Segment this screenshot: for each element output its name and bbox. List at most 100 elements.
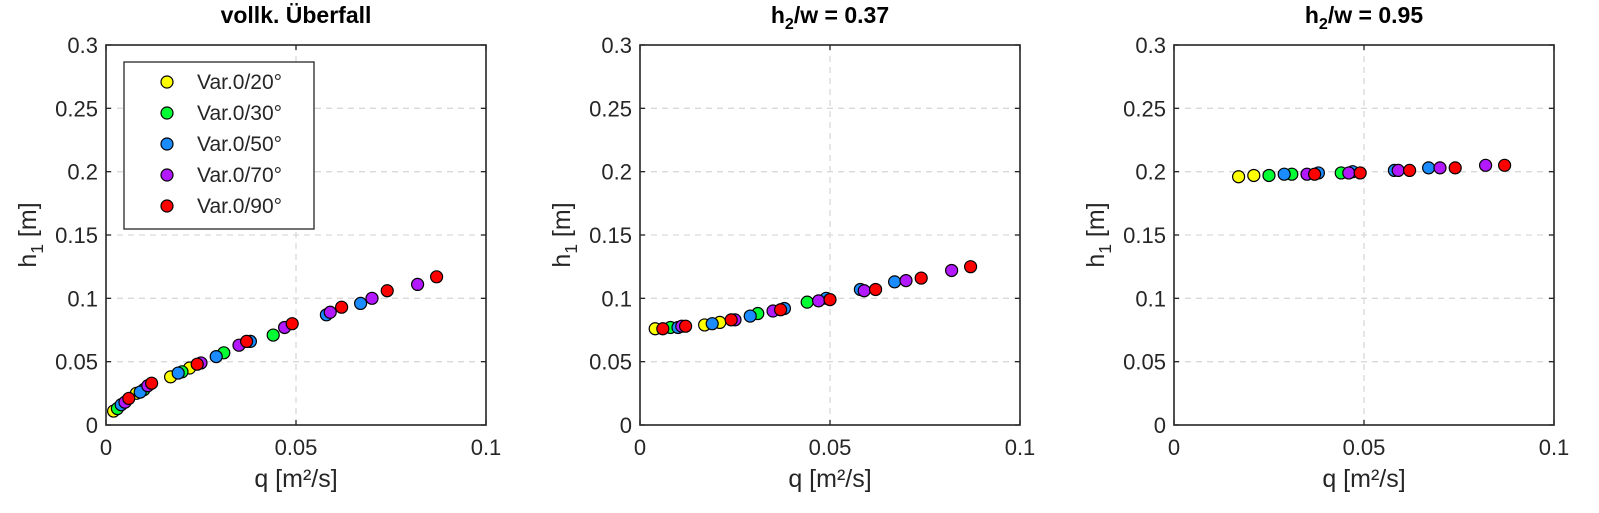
y-tick-label: 0.1	[67, 286, 98, 311]
x-tick-label: 0.05	[1343, 435, 1386, 460]
data-point	[1497, 158, 1512, 172]
data-point	[285, 317, 299, 331]
data-point	[1307, 167, 1322, 181]
y-tick-label: 0.2	[601, 160, 632, 185]
y-tick-label: 0	[620, 413, 632, 438]
legend-label: Var.0/20°	[197, 71, 282, 94]
y-tick-label: 0.1	[601, 286, 632, 311]
data-point	[266, 328, 280, 342]
x-tick-label: 0	[634, 435, 646, 460]
x-axis-label: q [m²/s]	[254, 465, 337, 493]
data-point	[1247, 168, 1261, 183]
data-point	[678, 319, 693, 333]
data-point	[868, 282, 883, 297]
data-point	[122, 391, 136, 405]
series-3	[114, 296, 368, 412]
series-1	[1231, 168, 1261, 184]
y-tick-label: 0.15	[1123, 223, 1166, 248]
legend-box	[123, 61, 315, 230]
data-point	[1421, 161, 1436, 175]
y-tick-label: 0.25	[55, 96, 98, 121]
series-5	[1307, 158, 1512, 181]
data-point	[430, 270, 444, 284]
y-tick-label: 0.15	[55, 223, 98, 248]
x-axis-label: q [m²/s]	[788, 465, 871, 493]
data-point	[773, 303, 788, 317]
chart-title: vollk. Überfall	[221, 2, 372, 28]
x-tick-label: 0	[1168, 435, 1180, 460]
y-tick-label: 0.25	[1123, 96, 1166, 121]
x-axis-label: q [m²/s]	[1322, 465, 1405, 493]
data-point	[323, 305, 337, 319]
series-5	[656, 260, 978, 336]
data-point	[743, 309, 757, 323]
data-point	[335, 300, 349, 314]
y-tick-label: 0	[86, 413, 98, 438]
data-point	[411, 277, 425, 291]
data-point	[1448, 161, 1462, 175]
legend-label: Var.0/50°	[197, 133, 282, 156]
data-point	[1277, 167, 1291, 181]
chart-panel-3: 0 0.05 0.1 0 0.05 0.1 0.15 0.2 0.25 0.3 q [m²/s] h1…	[1082, 2, 1569, 493]
chart-panel-2: 0 0.05 0.1 0 0.05 0.1 0.15 0.2 0.25 0.3 q [m²/s] h1…	[548, 2, 1035, 493]
data-point	[887, 275, 902, 289]
data-point	[240, 334, 254, 348]
x-tick-label: 0.1	[471, 435, 502, 460]
y-tick-label: 0.3	[601, 33, 632, 58]
y-tick-label: 0.05	[55, 350, 98, 375]
chart-title: h2​/w = 0.95	[1305, 2, 1423, 33]
chart-panel-1: 0 0.05 0.1 0 0.05 0.1 0.15 0.2 0.25 0.3 q [m²/s] h1…	[14, 2, 501, 493]
data-point	[823, 293, 837, 307]
y-tick-label: 0.05	[589, 350, 632, 375]
data-point	[365, 291, 379, 305]
data-point	[944, 263, 959, 278]
y-tick-label: 0.3	[67, 33, 98, 58]
y-tick-label: 0.25	[589, 96, 632, 121]
data-point	[171, 366, 185, 380]
data-point	[145, 376, 159, 390]
legend: Var.0/20° Var.0/30° Var.0/50° Var.0/70° Var.…	[123, 61, 315, 230]
legend-label: Var.0/70°	[197, 164, 282, 187]
x-tick-label: 0	[100, 435, 112, 460]
y-tick-label: 0	[1154, 413, 1166, 438]
y-axis-label: h1​ [m]	[1082, 202, 1115, 267]
y-tick-label: 0.15	[589, 223, 632, 248]
y-tick-label: 0.2	[1135, 160, 1166, 185]
x-tick-label: 0.1	[1539, 435, 1570, 460]
data-point	[914, 271, 928, 285]
y-tick-label: 0.05	[1123, 350, 1166, 375]
legend-marker	[160, 168, 174, 182]
data-point	[1262, 168, 1276, 183]
x-tick-label: 0.05	[809, 435, 852, 460]
data-point	[380, 284, 394, 298]
x-tick-label: 0.05	[275, 435, 318, 460]
data-point	[1342, 166, 1356, 180]
data-point	[1402, 163, 1417, 177]
data-point	[1353, 166, 1367, 180]
data-point	[1478, 158, 1493, 172]
data-point	[724, 313, 738, 327]
legend-marker	[160, 106, 174, 120]
y-tick-label: 0.1	[1135, 286, 1166, 311]
data-point	[857, 284, 871, 298]
data-point	[190, 357, 204, 371]
y-axis-label: h1​ [m]	[548, 202, 581, 267]
legend-marker	[160, 199, 174, 213]
data-point	[899, 274, 913, 288]
legend-marker	[160, 75, 174, 89]
legend-label: Var.0/90°	[197, 195, 282, 218]
chart-title: h2​/w = 0.37	[771, 2, 889, 33]
data-point	[354, 296, 368, 310]
series-5	[122, 270, 444, 405]
data-point	[963, 260, 978, 274]
y-tick-label: 0.2	[67, 160, 98, 185]
series-4	[1300, 158, 1493, 181]
data-point	[1231, 170, 1246, 184]
data-point	[811, 294, 826, 308]
y-axis-label: h1​ [m]	[14, 202, 47, 267]
y-tick-label: 0.3	[1135, 33, 1166, 58]
data-point	[800, 295, 814, 309]
data-point	[1391, 163, 1405, 177]
